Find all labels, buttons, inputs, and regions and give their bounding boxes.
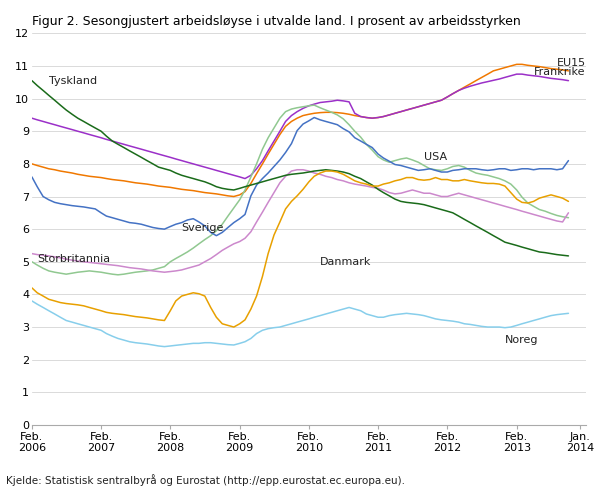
Text: Figur 2. Sesongjustert arbeidsløyse i utvalde land. I prosent av arbeidsstyrken: Figur 2. Sesongjustert arbeidsløyse i ut… xyxy=(32,15,521,28)
Text: Kjelde: Statistisk sentralbyrå og Eurostat (http://epp.eurostat.ec.europa.eu).: Kjelde: Statistisk sentralbyrå og Eurost… xyxy=(6,474,405,486)
Text: EU15: EU15 xyxy=(557,58,586,68)
Text: Danmark: Danmark xyxy=(320,257,371,267)
Text: Frankrike: Frankrike xyxy=(534,67,585,78)
Text: Tyskland: Tyskland xyxy=(49,76,97,86)
Text: USA: USA xyxy=(424,152,447,163)
Text: Storbritannia: Storbritannia xyxy=(37,253,110,264)
Text: Noreg: Noreg xyxy=(505,335,539,345)
Text: Sverige: Sverige xyxy=(182,223,224,232)
